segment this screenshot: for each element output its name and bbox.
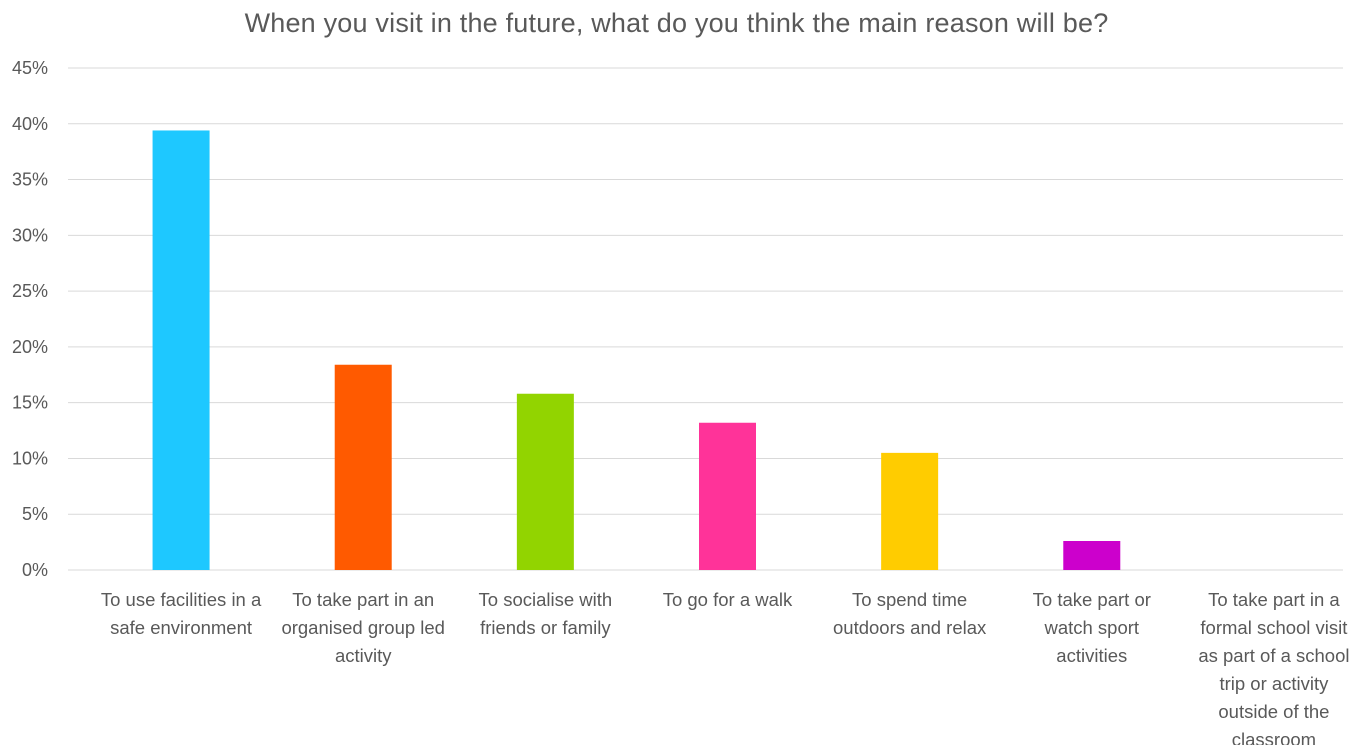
- y-axis-ticks: 0% 5% 10% 15% 20% 25% 30% 35% 40% 45%: [12, 58, 48, 580]
- x-tick-label: To take part in a formal school visit as p…: [1198, 589, 1349, 745]
- x-tick-label: To take part or watch sport activities: [1033, 589, 1151, 666]
- y-tick-label: 35%: [12, 170, 48, 190]
- x-tick-label: To take part in an organised group led act…: [281, 589, 445, 666]
- x-tick-label: To use facilities in a safe environment: [101, 589, 262, 638]
- y-tick-label: 30%: [12, 225, 48, 245]
- y-tick-label: 20%: [12, 337, 48, 357]
- y-tick-label: 10%: [12, 448, 48, 468]
- y-tick-label: 15%: [12, 393, 48, 413]
- y-tick-label: 45%: [12, 58, 48, 78]
- y-tick-label: 0%: [22, 560, 48, 580]
- bar: [881, 452, 939, 570]
- chart-title: When you visit in the future, what do yo…: [244, 8, 1109, 38]
- bar: [516, 393, 574, 570]
- x-tick-label: To socialise with friends or family: [479, 589, 613, 638]
- x-axis-labels: To use facilities in a safe environment To…: [101, 589, 1350, 745]
- y-tick-label: 40%: [12, 114, 48, 134]
- bars: [152, 130, 1121, 570]
- x-tick-label: To go for a walk: [663, 589, 793, 610]
- bar: [152, 130, 210, 570]
- bar: [699, 422, 756, 570]
- y-tick-label: 25%: [12, 281, 48, 301]
- bar: [334, 364, 392, 570]
- y-tick-label: 5%: [22, 504, 48, 524]
- bar: [1063, 540, 1121, 570]
- x-tick-label: To spend time outdoors and relax: [833, 589, 987, 638]
